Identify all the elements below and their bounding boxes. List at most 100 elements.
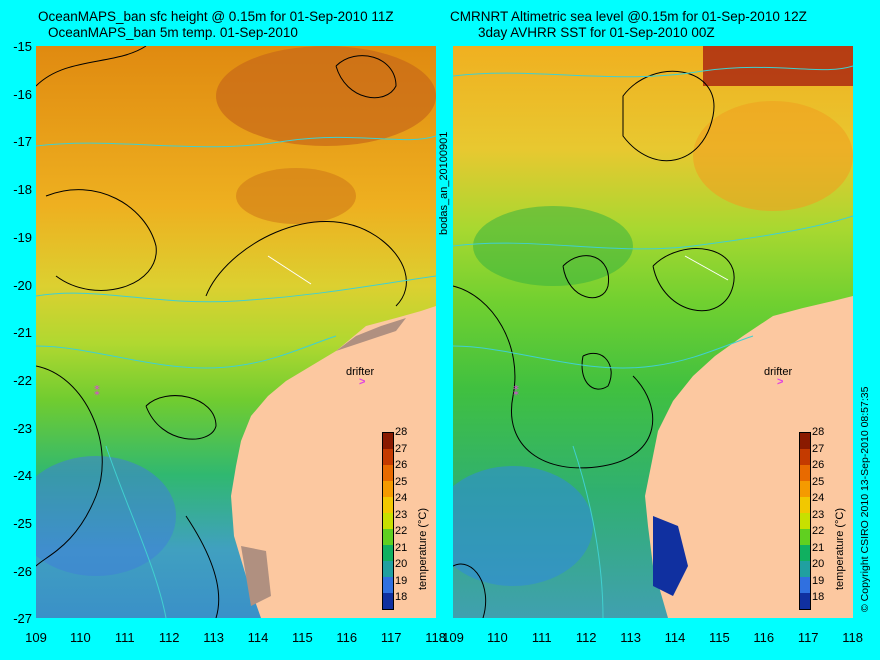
colorbar-segment <box>800 577 810 593</box>
right-map-panel: ⁑ <box>453 46 853 618</box>
colorbar-segment <box>800 561 810 577</box>
right-map: ⁑ <box>453 46 853 618</box>
colorbar-tick-label: 20 <box>812 558 825 570</box>
lat-tick-label: -22 <box>13 372 32 388</box>
lat-tick-label: -15 <box>13 39 32 54</box>
right-title-line2: 3day AVHRR SST for 01-Sep-2010 00Z <box>478 25 715 40</box>
colorbar-segment <box>383 465 393 481</box>
left-colorbar <box>382 432 394 610</box>
lon-tick-label: 110 <box>487 630 508 645</box>
colorbar-segment <box>383 545 393 561</box>
left-drifter-marker: > <box>359 376 366 388</box>
lat-tick-label: -24 <box>13 468 32 484</box>
colorbar-tick-label: 19 <box>395 574 408 587</box>
lon-tick-label: 110 <box>70 630 91 645</box>
lat-tick-label: -17 <box>13 134 32 150</box>
colorbar-tick-label: 23 <box>395 508 408 521</box>
lon-tick-label: 116 <box>753 630 775 645</box>
lon-tick-label: 113 <box>620 630 641 645</box>
colorbar-tick-label: 27 <box>812 442 825 455</box>
lat-tick-label: -19 <box>13 229 32 245</box>
lon-tick-label: 109 <box>25 630 47 645</box>
lon-tick-label: 117 <box>380 630 402 645</box>
colorbar-tick-label: 20 <box>395 558 408 570</box>
colorbar-segment <box>383 513 393 529</box>
left-colorbar-label: temperature (°C) <box>417 507 429 590</box>
lon-tick-label: 112 <box>575 630 597 645</box>
colorbar-tick-label: 18 <box>395 591 408 603</box>
colorbar-segment <box>800 513 810 529</box>
bathymetry-lines <box>36 135 436 618</box>
left-map: ⁑ <box>36 46 436 618</box>
colorbar-segment <box>800 497 810 513</box>
colorbar-tick-label: 28 <box>395 426 408 438</box>
colorbar-segment <box>383 577 393 593</box>
right-drifter-marker: > <box>777 376 784 388</box>
lon-tick-label: 118 <box>842 630 863 645</box>
left-map-panel: ⁑ <box>36 46 436 618</box>
colorbar-segment <box>383 481 393 497</box>
right-colorbar <box>799 432 811 610</box>
colorbar-tick-label: 21 <box>395 541 408 554</box>
lon-tick-label: 114 <box>664 630 686 645</box>
lon-tick-label: 115 <box>709 630 730 645</box>
colorbar-tick-label: 24 <box>395 492 408 504</box>
colorbar-tick-label: 23 <box>812 508 825 521</box>
right-title-line1: CMRNRT Altimetric sea level @0.15m for 0… <box>450 9 807 24</box>
colorbar-tick-label: 21 <box>812 541 825 554</box>
colorbar-tick-label: 22 <box>812 525 825 537</box>
colorbar-segment <box>383 449 393 465</box>
side-label: bodas_an_20100901 <box>438 131 450 235</box>
colorbar-tick-label: 25 <box>812 475 825 488</box>
colorbar-segment <box>383 529 393 545</box>
left-title-line1: OceanMAPS_ban sfc height @ 0.15m for 01-… <box>38 9 394 24</box>
colorbar-tick-label: 26 <box>395 459 408 471</box>
lon-tick-label: 111 <box>531 630 552 645</box>
left-title-line2: OceanMAPS_ban 5m temp. 01-Sep-2010 <box>48 25 298 40</box>
lon-tick-label: 117 <box>797 630 819 645</box>
bathymetry-lines <box>453 65 853 618</box>
colorbar-segment <box>800 545 810 561</box>
left-drifter-label: drifter <box>346 366 375 378</box>
colorbar-tick-label: 24 <box>812 492 825 504</box>
lat-tick-label: -23 <box>13 420 32 436</box>
colorbar-segment <box>800 465 810 481</box>
colorbar-segment <box>800 481 810 497</box>
colorbar-tick-label: 25 <box>395 475 408 488</box>
svg-text:⁑: ⁑ <box>94 385 100 399</box>
lat-tick-label: -16 <box>13 86 32 102</box>
colorbar-segment <box>383 561 393 577</box>
copyright-text: © Copyright CSIRO 2010 13-Sep-2010 08:57… <box>859 386 871 612</box>
colorbar-tick-label: 27 <box>395 442 408 455</box>
colorbar-segment <box>800 433 810 449</box>
colorbar-tick-label: 28 <box>812 426 825 438</box>
lon-tick-label: 115 <box>292 630 313 645</box>
lat-tick-label: -25 <box>13 516 32 531</box>
colorbar-segment <box>800 529 810 545</box>
right-drifter-label: drifter <box>764 366 793 378</box>
colorbar-segment <box>383 593 393 609</box>
sea-level-contours <box>36 46 407 618</box>
colorbar-segment <box>383 497 393 513</box>
lat-tick-label: -20 <box>13 277 32 293</box>
lon-tick-label: 118 <box>425 630 446 645</box>
colorbar-tick-label: 18 <box>812 591 825 603</box>
lon-tick-label: 113 <box>203 630 224 645</box>
colorbar-segment <box>800 449 810 465</box>
lat-tick-label: -27 <box>13 611 32 627</box>
lat-tick-label: -18 <box>13 182 32 198</box>
colorbar-segment <box>383 433 393 449</box>
lat-tick-label: -21 <box>13 325 32 341</box>
colorbar-tick-label: 26 <box>812 459 825 471</box>
sea-level-contours <box>453 70 735 618</box>
colorbar-segment <box>800 593 810 609</box>
svg-text:⁑: ⁑ <box>513 385 519 399</box>
colorbar-tick-label: 22 <box>395 525 408 537</box>
lon-tick-label: 111 <box>114 630 135 645</box>
colorbar-tick-label: 19 <box>812 574 825 587</box>
lat-tick-label: -26 <box>13 563 32 579</box>
lon-tick-label: 112 <box>158 630 180 645</box>
lon-tick-label: 116 <box>336 630 358 645</box>
lon-tick-label: 114 <box>247 630 269 645</box>
lon-tick-label: 109 <box>442 630 464 645</box>
